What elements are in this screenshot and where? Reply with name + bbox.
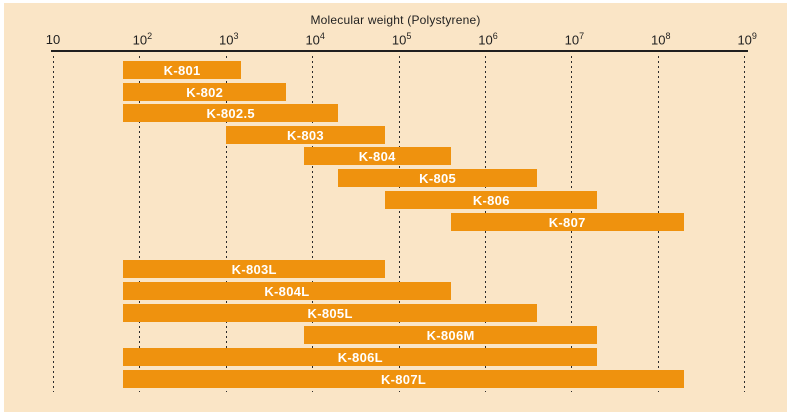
x-axis-tick-label: 106 (478, 31, 498, 48)
range-bar-label: K-801 (163, 62, 201, 78)
range-bar-k-807l: K-807L (123, 370, 684, 388)
range-bar-k-803l: K-803L (123, 260, 386, 278)
range-bar-label: K-803L (231, 261, 277, 277)
gridline (53, 56, 54, 392)
range-bar-label: K-807L (380, 371, 427, 387)
range-bar-k-804: K-804 (303, 147, 451, 165)
x-axis-tick-label: 104 (305, 31, 325, 48)
gridline (225, 56, 227, 392)
range-bar-label: K-806M (426, 327, 475, 343)
range-bar-label: K-802.5 (206, 105, 255, 121)
range-bar-k-802.5: K-802.5 (123, 104, 339, 122)
range-bar-k-801: K-801 (123, 61, 241, 79)
range-bar-label: K-803 (287, 127, 324, 143)
gridline (398, 56, 400, 392)
chart-title: Molecular weight (Polystyrene) (310, 13, 481, 27)
gridline (312, 56, 314, 392)
gridline (139, 56, 141, 392)
range-bar-label: K-807 (548, 214, 586, 230)
range-bar-k-806l: K-806L (123, 348, 598, 366)
x-axis-tick-label: 107 (564, 31, 585, 48)
x-axis-tick-label: 105 (391, 31, 412, 48)
range-bar-label: K-804L (264, 283, 310, 299)
range-bar-label: K-806 (472, 192, 510, 208)
x-axis-line (51, 50, 749, 52)
range-bar-label: K-802 (186, 84, 224, 100)
range-bar-label: K-806L (337, 349, 383, 365)
range-bar-k-803: K-803 (225, 126, 386, 144)
x-axis-tick-label: 102 (132, 31, 153, 48)
range-bar-label: K-804 (358, 148, 396, 164)
range-bar-label: K-805 (419, 170, 457, 186)
x-axis-tick-label: 109 (737, 31, 757, 48)
gridline (744, 56, 746, 392)
range-bar-label: K-805L (307, 305, 353, 321)
range-bar-k-807: K-807 (450, 213, 684, 231)
range-bar-k-806: K-806 (385, 191, 598, 209)
range-bar-k-802: K-802 (123, 83, 287, 101)
range-bar-k-806m: K-806M (303, 326, 598, 344)
range-bar-k-805l: K-805L (123, 304, 538, 322)
x-axis-tick-label: 10 (45, 32, 61, 47)
x-axis-tick-label: 108 (651, 31, 671, 48)
range-bar-k-804l: K-804L (123, 282, 451, 300)
range-bar-k-805: K-805 (338, 169, 537, 187)
x-axis-tick-label: 103 (219, 31, 239, 48)
